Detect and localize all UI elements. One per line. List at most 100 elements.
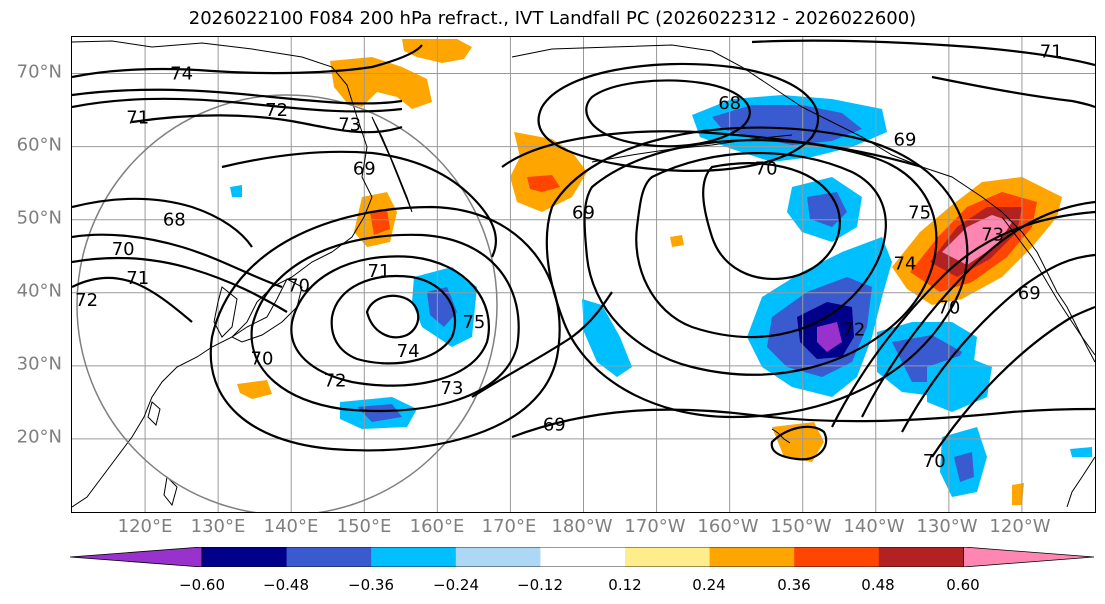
colorbar-tick: 0.36 [777, 576, 811, 594]
contour-labels: 74 71 72 73 68 71 70 69 70 69 68 70 71 72 70 71 69 75 73 74… [75, 42, 1062, 472]
colorbar-tick: −0.60 [179, 576, 225, 594]
colorbar-bin [709, 547, 795, 567]
contour-73-north [131, 114, 403, 134]
contour-label: 69 [572, 202, 595, 223]
shading-layer [230, 39, 1092, 505]
contour-label: 75 [462, 312, 485, 333]
lon-label-150e: 150°E [336, 516, 392, 537]
contour-label: 73 [981, 224, 1004, 245]
coast-westcoast [1001, 216, 1095, 356]
colorbar-tick: −0.48 [263, 576, 309, 594]
contour-label: 72 [842, 319, 865, 340]
lat-label-30n: 30°N [16, 353, 62, 375]
colorbar-bin [371, 547, 457, 567]
contour-label: 74 [397, 341, 420, 362]
lon-label-140w: 140°W [843, 516, 905, 537]
colorbar-tick: −0.36 [348, 576, 394, 594]
colorbar-bin [202, 547, 288, 567]
colorbar-frame [201, 547, 964, 567]
shade-orange-small-1 [670, 235, 684, 247]
shade-orange-small-2 [1012, 483, 1024, 505]
contour-70-south [770, 425, 828, 461]
chart-title: 2026022100 F084 200 hPa refract., IVT La… [188, 8, 917, 29]
shade-royalblue-gulf [807, 192, 847, 227]
colorbar-bin [794, 547, 880, 567]
contour-label: 70 [755, 159, 778, 180]
contour-label: 74 [894, 254, 917, 275]
coast-taiwan [147, 401, 161, 426]
lon-label-130e: 130°E [190, 516, 246, 537]
shade-red-okhotsk [370, 209, 390, 235]
colorbar-bin [455, 547, 541, 567]
shade-purple-ne-pacific [817, 322, 842, 352]
contour-label: 70 [112, 239, 135, 260]
contour-label: 70 [287, 275, 310, 296]
contour-label: 71 [126, 268, 149, 289]
contour-72-south [511, 407, 1095, 439]
lat-label-60n: 60°N [16, 134, 62, 156]
coast-japan [231, 278, 303, 343]
colorbar [70, 547, 1095, 567]
contour-label: 68 [718, 93, 741, 114]
shade-orange-blob-small [237, 380, 272, 399]
projection-circle [76, 94, 498, 512]
contour-label: 75 [908, 202, 931, 223]
shade-royalblue-mid1 [427, 287, 457, 327]
contour-high-center-73 [290, 255, 490, 387]
contour-label: 69 [543, 414, 566, 435]
coast-korea [213, 286, 238, 338]
contour-74-north [72, 44, 423, 79]
contour-label: 70 [251, 349, 274, 370]
shade-pink-westcoast [942, 215, 1012, 265]
colorbar-tick: 0.24 [692, 576, 726, 594]
contour-71-trough-east [901, 253, 1095, 433]
colorbar-tick: −0.24 [433, 576, 479, 594]
contour-ridge-75 [702, 162, 841, 280]
contour-label: 71 [367, 261, 390, 282]
lat-label-70n: 70°N [16, 61, 62, 83]
lon-label-130w: 130°W [916, 516, 978, 537]
contour-label: 70 [937, 297, 960, 318]
coast-asia [72, 40, 373, 508]
contour-72-north [72, 88, 403, 105]
lon-label-140e: 140°E [263, 516, 319, 537]
colorbar-tick: 0.48 [861, 576, 895, 594]
contour-71-arctic [751, 39, 1095, 67]
contour-71-north [72, 97, 403, 113]
lon-label-170w: 170°W [624, 516, 686, 537]
colorbar-tick: −0.12 [517, 576, 563, 594]
lon-label-160w: 160°W [697, 516, 759, 537]
shade-royalblue-mid2 [357, 404, 402, 422]
contour-label: 74 [170, 64, 193, 85]
contour-label: 69 [894, 129, 917, 150]
colorbar-extend-high [963, 547, 1095, 567]
coast-aleutians [591, 134, 793, 163]
contour-68-sib [72, 197, 253, 248]
contour-71-west [72, 256, 288, 313]
contour-ridge-74 [635, 151, 887, 339]
contour-label: 73 [441, 378, 464, 399]
contour-69-south [471, 291, 613, 398]
contour-high-center-72 [250, 233, 520, 413]
shade-red-kamchatka [527, 175, 560, 192]
colorbar-tick: 0.12 [608, 576, 642, 594]
colorbar-bin [540, 547, 626, 567]
colorbar-extend-low [70, 547, 203, 567]
contour-label: 68 [163, 210, 186, 231]
contour-label: 71 [126, 107, 149, 128]
lat-label-40n: 40°N [16, 280, 62, 302]
contour-label: 72 [75, 290, 98, 311]
coast-mexico [1066, 456, 1095, 508]
coast-kamchatka [371, 116, 413, 213]
colorbar-bin [878, 547, 964, 567]
contour-label: 73 [338, 115, 361, 136]
lon-label-170e: 170°E [481, 516, 537, 537]
contour-ridge-73 [583, 139, 938, 376]
contour-high-center-75 [365, 294, 420, 339]
shade-cyan-small-1 [230, 185, 242, 197]
contour-69-trough-east [861, 200, 1095, 418]
contour-70-gulf [501, 130, 923, 169]
colorbar-tick: 0.60 [946, 576, 980, 594]
map-svg: 74 71 72 73 68 71 70 69 70 69 68 70 71 72 70 71 69 75 73 74… [72, 37, 1095, 512]
shade-orange-kamchatka [510, 132, 587, 212]
